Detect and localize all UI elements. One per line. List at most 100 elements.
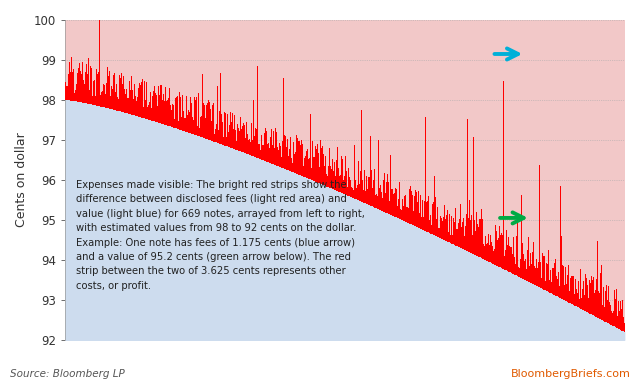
Bar [104, 77, 106, 108]
Bar [159, 95, 160, 123]
Bar [194, 97, 195, 135]
Bar [354, 145, 355, 199]
Bar [453, 218, 454, 244]
Bar [437, 207, 438, 237]
Bar [502, 235, 503, 269]
Bar [440, 216, 441, 238]
Bar [263, 145, 264, 160]
Bar [506, 232, 508, 271]
Bar [598, 291, 600, 318]
Bar [367, 196, 369, 205]
Bar [589, 280, 590, 314]
Bar [621, 309, 622, 331]
Bar [202, 74, 203, 137]
Bar [226, 137, 227, 146]
Bar [347, 174, 348, 195]
Bar [611, 311, 612, 325]
Bar [416, 192, 417, 227]
Bar [406, 207, 407, 222]
Bar [114, 73, 115, 110]
Bar [578, 281, 579, 307]
Bar [118, 99, 119, 111]
Bar [198, 93, 199, 136]
Bar [473, 137, 474, 254]
Bar [180, 96, 181, 130]
Bar [195, 100, 196, 135]
Bar [256, 129, 257, 158]
Bar [100, 96, 101, 106]
Bar [328, 166, 329, 187]
Bar [175, 98, 176, 128]
Bar [171, 110, 172, 127]
Bar [422, 200, 423, 230]
Bar [612, 313, 613, 326]
Bar [375, 195, 376, 208]
Bar [393, 156, 394, 216]
Bar [284, 135, 285, 169]
Bar [616, 289, 617, 328]
Bar [340, 156, 342, 193]
Bar [477, 224, 478, 256]
Bar [126, 89, 127, 113]
Bar [468, 218, 469, 252]
Bar [597, 241, 598, 318]
Bar [594, 293, 595, 316]
Bar [218, 130, 220, 143]
Bar [383, 180, 384, 212]
Bar [458, 223, 459, 247]
Bar [252, 140, 253, 156]
Bar [433, 202, 434, 235]
Bar [586, 278, 587, 312]
Bar [152, 96, 153, 121]
Bar [427, 201, 428, 232]
Bar [296, 135, 297, 174]
Bar [229, 125, 230, 147]
Bar [153, 91, 154, 121]
Bar [606, 285, 607, 323]
Bar [555, 259, 556, 296]
Bar [472, 235, 473, 254]
Bar [304, 159, 305, 177]
Bar [117, 97, 118, 111]
Bar [90, 66, 92, 104]
Bar [73, 69, 74, 101]
Bar [337, 147, 338, 191]
Bar [412, 195, 413, 225]
Bar [124, 89, 125, 113]
Bar [338, 168, 339, 192]
Bar [400, 209, 401, 219]
Bar [136, 101, 137, 116]
Bar [538, 262, 539, 287]
Bar [161, 95, 163, 124]
Bar [74, 93, 76, 101]
Bar [377, 196, 378, 209]
Bar [76, 84, 77, 101]
Bar [540, 262, 541, 288]
Bar [442, 220, 443, 239]
Bar [86, 64, 87, 103]
Bar [343, 179, 344, 194]
Bar [584, 295, 585, 311]
Bar [402, 199, 403, 220]
Bar [133, 99, 134, 115]
Bar [371, 170, 372, 206]
Bar [572, 276, 573, 304]
Bar [323, 154, 324, 185]
Bar [230, 113, 231, 148]
Bar [190, 97, 191, 133]
Bar [604, 289, 605, 321]
Bar [419, 213, 420, 228]
Bar [527, 250, 528, 281]
Bar [519, 268, 520, 277]
Bar [509, 246, 510, 272]
Bar [556, 276, 557, 296]
Bar [543, 256, 544, 290]
Bar [88, 58, 89, 104]
Bar [108, 76, 109, 108]
Bar [246, 122, 247, 154]
Bar [166, 115, 168, 126]
Bar [149, 103, 150, 120]
Bar [240, 117, 241, 152]
Bar [474, 220, 475, 255]
Bar [545, 281, 546, 290]
